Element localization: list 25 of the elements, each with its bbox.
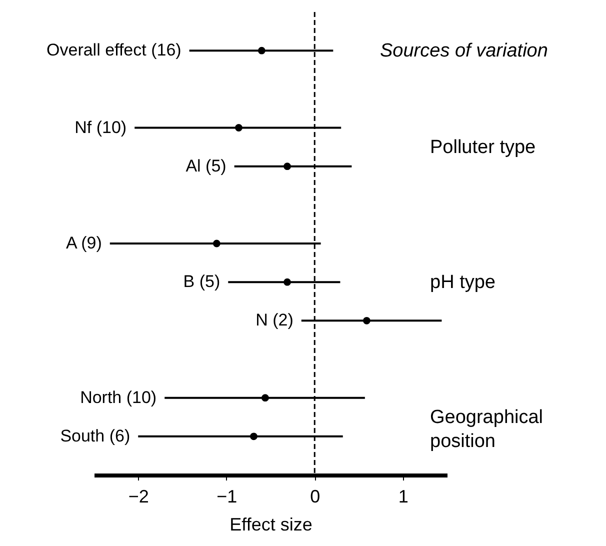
point (212, 240, 220, 248)
x-tick-label: −1 (216, 486, 238, 506)
point (362, 316, 370, 324)
point (261, 394, 269, 402)
annotation: pH type (430, 272, 496, 294)
point (284, 162, 291, 170)
y-tick-label: Al (5) (186, 156, 226, 176)
point (258, 46, 266, 54)
annotation: Sources of variation (380, 40, 548, 62)
x-tick-label: −2 (128, 486, 149, 506)
y-tick-label: Nf (10) (74, 118, 127, 137)
y-tick-label: A (9) (66, 234, 102, 252)
y-tick-label: N (2) (256, 310, 294, 330)
y-tick-label: South (6) (60, 426, 130, 446)
annotation: Geographical position (430, 407, 544, 452)
y-tick-label: B (5) (183, 272, 220, 292)
point (284, 278, 291, 286)
y-tick-label: Overall effect (16) (46, 40, 182, 60)
x-axis-title: Effect size (230, 514, 312, 534)
x-tick-label: 0 (310, 486, 320, 506)
y-tick-label: North (10) (80, 388, 157, 407)
x-tick-label: 1 (398, 486, 408, 506)
annotation: Polluter type (430, 137, 536, 158)
point (235, 124, 242, 132)
point (250, 432, 258, 440)
